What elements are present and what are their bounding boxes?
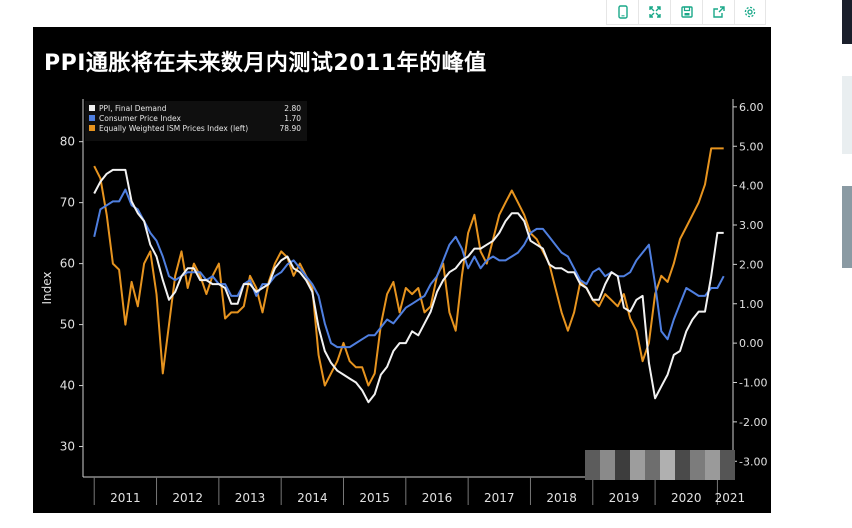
right-tick-label: -1.00 — [739, 377, 767, 390]
legend-label: PPI, Final Demand — [99, 104, 167, 113]
series-line-ism — [93, 147, 724, 387]
save-icon[interactable] — [670, 0, 702, 25]
legend-swatch — [89, 115, 95, 121]
side-thumbnail[interactable] — [842, 186, 852, 268]
side-thumbnail[interactable] — [842, 76, 852, 154]
x-tick-label: 2012 — [172, 491, 203, 505]
right-tick-label: 0.00 — [739, 337, 764, 350]
x-tick-label: 2016 — [422, 491, 453, 505]
phone-icon[interactable] — [606, 0, 638, 25]
right-tick-label: 4.00 — [739, 180, 764, 193]
x-tick-label: 2019 — [609, 491, 640, 505]
x-tick-label: 2021 — [715, 491, 746, 505]
right-tick-label: 3.00 — [739, 219, 764, 232]
left-tick-label: 40 — [60, 379, 75, 393]
left-tick-label: 60 — [60, 257, 75, 271]
right-tick-label: 1.00 — [739, 298, 764, 311]
side-thumbnail[interactable] — [842, 0, 852, 44]
chart-svg: 30 40 50 60 70 80 6.00 5.00 4.00 3.00 2.00 1.00 0.00… — [40, 99, 767, 505]
x-tick-label: 2015 — [359, 491, 390, 505]
x-tick-label: 2014 — [297, 491, 328, 505]
right-tick-label: -3.00 — [739, 455, 767, 468]
series-line-cpi — [93, 188, 725, 349]
legend-swatch — [89, 125, 95, 131]
left-tick-label: 30 — [60, 440, 75, 454]
legend-value: 78.90 — [280, 124, 302, 133]
x-tick-label: 2011 — [110, 491, 141, 505]
left-tick-label: 50 — [60, 318, 75, 332]
legend-value: 2.80 — [284, 104, 301, 113]
x-tick-label: 2018 — [546, 491, 577, 505]
share-icon[interactable] — [702, 0, 734, 25]
x-tick-label: 2020 — [671, 491, 702, 505]
legend-box — [85, 101, 307, 141]
series-line-ppi — [93, 168, 724, 404]
left-tick-label: 80 — [60, 135, 75, 149]
right-tick-label: 5.00 — [739, 140, 764, 153]
right-tick-label: 2.00 — [739, 258, 764, 271]
y-axis-label: Index — [40, 271, 54, 304]
chart-figure: PPI通胀将在未来数月内测试2011年的峰值 30 40 50 60 70 80 6.00 5… — [33, 27, 771, 513]
right-tick-label: -2.00 — [739, 416, 767, 429]
right-tick-label: 6.00 — [739, 101, 764, 114]
watermark-mosaic — [585, 450, 735, 480]
x-tick-label: 2017 — [484, 491, 515, 505]
toolbar — [606, 0, 771, 25]
expand-icon[interactable] — [638, 0, 670, 25]
chart-title: PPI通胀将在未来数月内测试2011年的峰值 — [44, 51, 487, 76]
x-tick-label: 2013 — [235, 491, 266, 505]
legend-label: Equally Weighted ISM Prices Index (left) — [99, 124, 248, 133]
legend-label: Consumer Price Index — [99, 114, 182, 123]
settings-icon[interactable] — [734, 0, 766, 25]
legend-value: 1.70 — [284, 114, 301, 123]
left-tick-label: 70 — [60, 196, 75, 210]
legend-swatch — [89, 105, 95, 111]
